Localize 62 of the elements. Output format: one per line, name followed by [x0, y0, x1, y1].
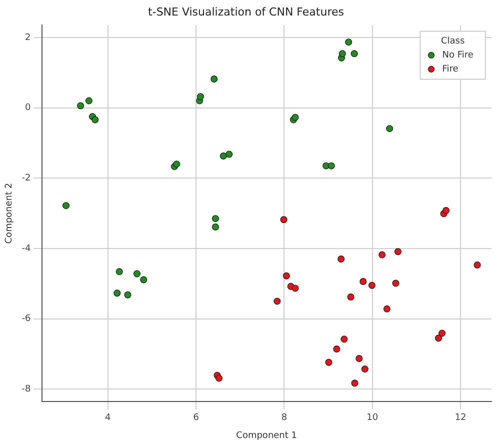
point: [124, 291, 132, 298]
point: [368, 282, 376, 289]
x-tick-label: 8: [281, 413, 288, 424]
point: [338, 50, 346, 58]
y-tick-label: -4: [22, 244, 32, 254]
y-tick-label: -6: [22, 314, 32, 324]
point: [345, 38, 352, 46]
point: [212, 215, 219, 222]
point: [360, 278, 367, 286]
point: [140, 276, 148, 284]
point: [438, 330, 446, 337]
point: [386, 125, 394, 132]
point: [226, 150, 233, 158]
point: [333, 346, 340, 353]
y-tick-label: 2: [25, 32, 31, 43]
x-tick-label: 12: [454, 413, 466, 424]
point: [62, 202, 70, 210]
point: [274, 298, 281, 305]
point: [435, 334, 442, 342]
point: [292, 114, 299, 121]
point: [77, 102, 84, 110]
point: [220, 152, 227, 160]
point: [361, 366, 368, 373]
point: [116, 268, 123, 276]
point: [347, 293, 354, 300]
point: [280, 216, 288, 224]
point: [328, 162, 335, 170]
point: [394, 248, 402, 256]
y-tick-label: 0: [25, 103, 32, 114]
point: [196, 93, 204, 100]
point: [378, 251, 386, 258]
point: [356, 355, 363, 362]
legend-label: No Fire: [442, 50, 474, 61]
y-tick-label: -8: [22, 384, 32, 394]
point: [173, 160, 180, 168]
point: [474, 261, 481, 268]
y-tick-label: -2: [22, 173, 31, 184]
point: [383, 305, 390, 312]
point: [85, 97, 92, 104]
legend-label: Fire: [442, 64, 459, 75]
point: [338, 256, 345, 263]
chart-title: t-SNE Visualization of CNN Features: [148, 5, 344, 18]
point: [282, 272, 290, 280]
point: [292, 284, 299, 292]
point: [442, 206, 450, 214]
point: [114, 290, 121, 297]
y-axis-title: Component 2: [4, 182, 15, 244]
point: [351, 380, 358, 387]
x-tick-label: 4: [105, 413, 112, 424]
point: [210, 75, 218, 82]
point: [133, 270, 140, 278]
point: [392, 280, 400, 287]
x-tick-label: 10: [366, 413, 378, 424]
point: [92, 116, 99, 124]
x-axis-title: Component 1: [236, 430, 298, 441]
point: [212, 224, 219, 231]
legend-title: Class: [440, 36, 465, 47]
point: [340, 336, 348, 343]
x-tick-label: 6: [193, 413, 200, 424]
point: [350, 50, 358, 58]
point: [215, 374, 222, 382]
point: [325, 358, 332, 366]
